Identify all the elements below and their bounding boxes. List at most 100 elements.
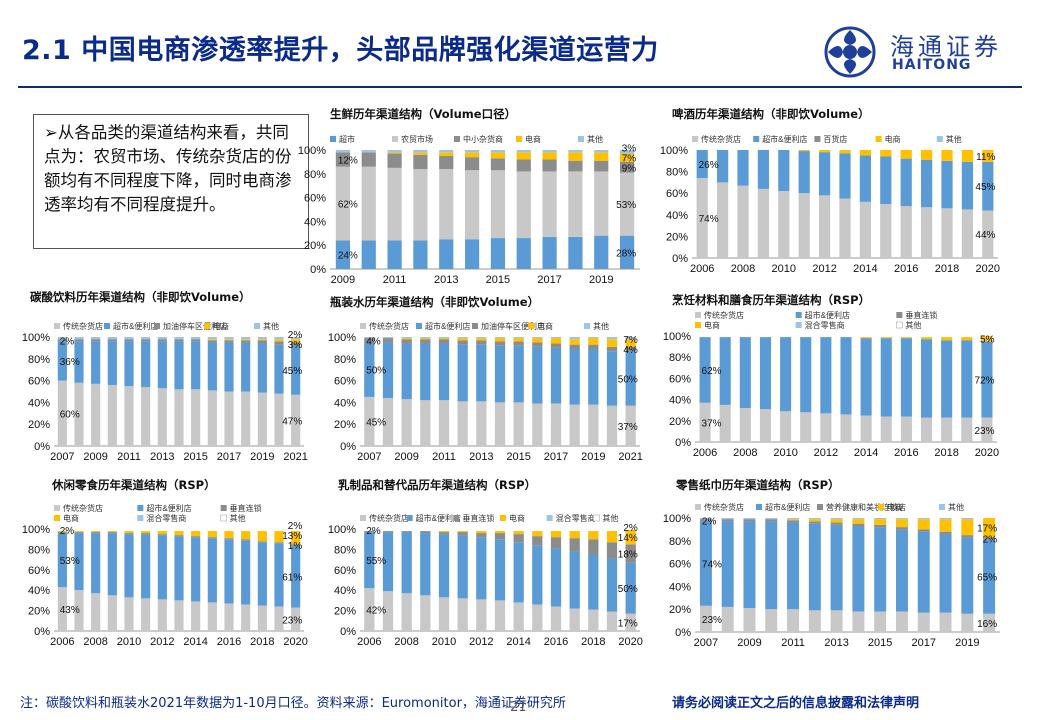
x-tick-label: 2016 xyxy=(894,447,918,459)
bar-segment xyxy=(274,606,284,631)
bar-segment xyxy=(982,161,994,211)
bar-segment xyxy=(91,341,101,384)
x-tick-label: 2020 xyxy=(618,636,642,648)
x-tick-label: 2006 xyxy=(357,636,381,648)
data-label: 72% xyxy=(974,375,994,386)
bar-segment xyxy=(939,612,952,632)
bar-segment xyxy=(874,527,887,612)
legend-label: 其他 xyxy=(593,321,609,331)
x-tick-label: 2017 xyxy=(217,451,241,463)
y-tick-label: 20% xyxy=(334,419,356,431)
legend-swatch xyxy=(528,323,534,329)
bar-segment xyxy=(920,336,933,338)
x-tick-label: 2011 xyxy=(432,451,456,463)
bar-segment xyxy=(852,518,865,520)
chart-title-dairy: 乳制品和替代品历年渠道结构（RSP） xyxy=(338,478,537,492)
bar-segment xyxy=(382,529,394,532)
bar-segment xyxy=(57,339,67,342)
y-tick-label: 80% xyxy=(666,167,688,179)
legend-label: 混合零售商 xyxy=(146,513,186,523)
bar-segment xyxy=(387,153,402,168)
bar-segment xyxy=(438,343,450,401)
bar-segment xyxy=(291,544,301,546)
bar-segment xyxy=(174,535,184,537)
legend-label: 传统杂货店 xyxy=(63,503,103,513)
bar-segment xyxy=(917,612,930,632)
bar-segment xyxy=(982,150,994,162)
bar-segment xyxy=(895,518,908,520)
bar-segment xyxy=(476,533,487,538)
bar-segment xyxy=(699,519,712,522)
bar-segment xyxy=(413,169,428,241)
bar-segment xyxy=(291,342,301,346)
bar-segment xyxy=(257,531,267,542)
bar-segment xyxy=(124,534,134,598)
bar-segment xyxy=(124,529,134,532)
y-tick-label: 40% xyxy=(666,210,688,222)
bar-segment xyxy=(124,533,134,535)
bar-segment xyxy=(900,150,912,159)
bar-segment xyxy=(74,590,84,631)
bar-segment xyxy=(141,598,151,631)
data-label: 23% xyxy=(282,615,302,626)
bar-segment xyxy=(569,531,580,539)
bar-segment xyxy=(874,611,887,632)
bar-segment xyxy=(513,529,524,532)
y-tick-label: 0% xyxy=(675,627,691,639)
bar-segment xyxy=(464,157,480,171)
legend-label: 传统杂货店 xyxy=(704,502,744,512)
bar-segment xyxy=(625,337,636,340)
bar-segment xyxy=(588,404,599,446)
data-label: 2% xyxy=(60,336,75,347)
legend-swatch xyxy=(875,136,882,142)
bar-segment xyxy=(569,339,580,345)
bar-segment xyxy=(157,531,167,535)
bar-segment xyxy=(588,539,599,555)
x-tick-label: 2020 xyxy=(975,447,999,459)
bar-segment xyxy=(91,529,101,532)
legend-swatch xyxy=(360,323,366,329)
bar-segment xyxy=(382,531,394,533)
bar-segment xyxy=(91,532,101,534)
bar-segment xyxy=(625,613,636,631)
bar-segment xyxy=(457,529,468,532)
data-label: 1% xyxy=(288,541,303,552)
bar-segment xyxy=(839,198,851,258)
data-label: 17% xyxy=(618,618,638,629)
bar-segment xyxy=(364,396,375,446)
bar-segment xyxy=(361,240,376,269)
y-tick-label: 0% xyxy=(672,253,688,265)
bar-segment xyxy=(860,338,872,416)
bar-segment xyxy=(224,539,234,604)
bar-segment xyxy=(457,344,468,402)
bar-segment xyxy=(382,398,394,446)
bar-segment xyxy=(274,393,284,446)
bar-segment xyxy=(274,339,284,342)
bar-segment xyxy=(542,159,557,172)
bar-segment xyxy=(696,150,708,179)
bar-segment xyxy=(550,347,562,404)
legend-swatch xyxy=(392,136,398,142)
y-tick-label: 40% xyxy=(669,395,691,407)
bar-segment xyxy=(494,337,506,339)
bar-segment xyxy=(588,609,599,631)
bar-segment xyxy=(808,523,821,611)
bar-segment xyxy=(361,166,376,241)
chart-title-fresh: 生鲜历年渠道结构（Volume口径） xyxy=(330,107,517,121)
bar-segment xyxy=(852,519,865,524)
bar-segment xyxy=(224,538,234,540)
bar-segment xyxy=(808,519,821,522)
bar-segment xyxy=(895,611,908,632)
bar-segment xyxy=(401,337,412,339)
legend-label: 电商 xyxy=(509,513,525,523)
x-tick-label: 2009 xyxy=(83,451,107,463)
bar-segment xyxy=(757,188,770,258)
bar-segment xyxy=(780,336,792,338)
bar-segment xyxy=(124,386,134,446)
bar-segment xyxy=(588,337,599,339)
x-tick-label: 2011 xyxy=(383,274,407,286)
x-tick-label: 2014 xyxy=(506,636,530,648)
bar-segment xyxy=(241,540,251,605)
bar-segment xyxy=(74,533,84,591)
disclaimer-link[interactable]: 请务必阅读正文之后的信息披露和法律声明 xyxy=(672,696,920,711)
